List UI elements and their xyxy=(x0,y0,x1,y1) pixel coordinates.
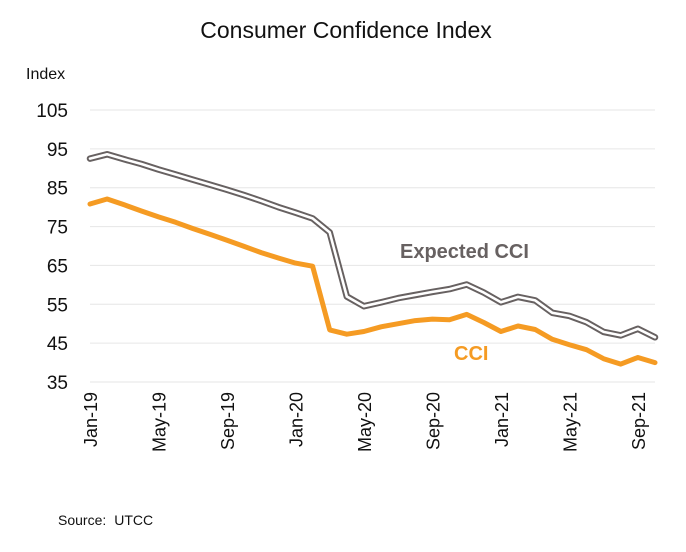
y-tick-label-75: 75 xyxy=(47,218,68,239)
x-tick-label-may-21: May-21 xyxy=(560,392,580,452)
x-tick-label-may-20: May-20 xyxy=(355,392,375,452)
x-tick-label-sep-20: Sep-20 xyxy=(423,392,443,450)
x-tick-label-may-19: May-19 xyxy=(149,392,169,452)
x-tick-label-jan-21: Jan-21 xyxy=(492,392,512,447)
grid-layer xyxy=(90,109,655,383)
series-label-expected-cci: Expected CCI xyxy=(400,241,529,263)
source-value: UTCC xyxy=(114,512,153,528)
series-expected-cci-line-inner xyxy=(88,153,657,339)
chart-title: Consumer Confidence Index xyxy=(200,17,492,43)
x-tick-label-jan-19: Jan-19 xyxy=(81,392,101,447)
y-tick-label-95: 95 xyxy=(47,140,68,161)
x-tick-label-jan-20: Jan-20 xyxy=(286,392,306,447)
y-axis-label: Index xyxy=(26,66,65,83)
y-tick-labels: 35 45 55 65 75 85 95 105 xyxy=(36,101,68,394)
source-label: Source: xyxy=(58,512,106,528)
x-tick-label-sep-21: Sep-21 xyxy=(629,392,649,450)
y-tick-label-45: 45 xyxy=(47,334,68,355)
y-tick-label-65: 65 xyxy=(47,256,68,277)
series-layer xyxy=(86,151,659,367)
x-tick-label-sep-19: Sep-19 xyxy=(218,392,238,450)
x-tick-labels: Jan-19 May-19 Sep-19 Jan-20 May-20 Sep-20 Jan-… xyxy=(81,392,649,452)
y-tick-label-35: 35 xyxy=(47,373,68,394)
series-label-cci: CCI xyxy=(454,343,488,365)
y-tick-label-85: 85 xyxy=(47,179,68,200)
series-cci-line xyxy=(87,196,658,367)
y-tick-label-55: 55 xyxy=(47,295,68,316)
series-expected-cci-line xyxy=(86,151,659,341)
source-note: Source: UTCC xyxy=(58,512,153,528)
y-tick-label-105: 105 xyxy=(36,101,68,122)
